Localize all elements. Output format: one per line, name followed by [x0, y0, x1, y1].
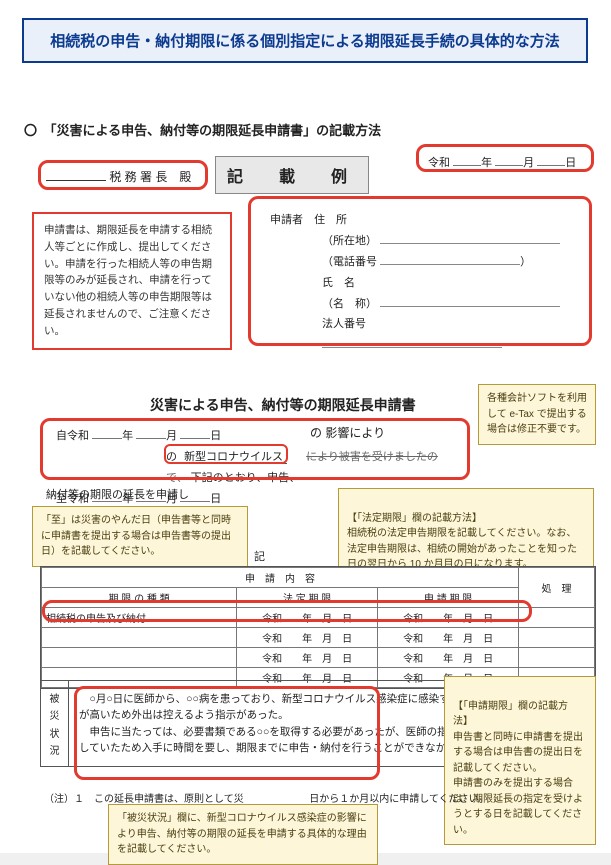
- note-apply: 【「申請期限」欄の記載方法】 申告書と同時に申請書を提出する場合は申告書の提出日…: [444, 676, 596, 845]
- application-table: 申 請 内 容 処 理 期 限 の 種 類 法 定 期 限 申 請 期 限 相続…: [40, 566, 596, 689]
- note-etax-t: 各種会計ソフトを利用して e-Tax で提出する場合は修正不要です。: [487, 393, 587, 435]
- highlight-applicant: [248, 196, 592, 346]
- note-to-t: 「至」は災害のやんだ日（申告書等と同時に申請書を提出する場合は申告書等の提出日）…: [41, 515, 231, 557]
- footnote: （注）１ この延長申請書は、原則として災 xxxxxxxxxxxx 日から１か月…: [44, 790, 489, 805]
- highlight-cause: [164, 444, 288, 464]
- ki-label: 記: [254, 548, 265, 564]
- highlight-row1: [42, 600, 532, 622]
- note-disaster-col: 「被災状況」欄に、新型コロナウイルス感染症の影響により申告、納付等の期限の延長を…: [108, 804, 378, 865]
- note-disaster-t: 「被災状況」欄に、新型コロナウイルス感染症の影響により申告、納付等の期限の延長を…: [117, 813, 367, 855]
- note-apply-t: 【「申請期限」欄の記載方法】 申告書と同時に申請書を提出する場合は申告書の提出日…: [453, 701, 583, 836]
- highlight-taxoffice: [38, 160, 208, 190]
- section-heading: 〇 「災害による申告、納付等の期限延長申請書」の記載方法: [24, 120, 381, 139]
- form-title: 記 載 例: [215, 156, 369, 194]
- form-subtitle: 災害による申告、納付等の期限延長申請書: [150, 395, 416, 415]
- apply-ext-text: 納付等の期限の延長を申請し: [46, 486, 189, 502]
- col-process: 処 理: [519, 568, 595, 608]
- highlight-date: [416, 144, 594, 172]
- tbl-upper: 申 請 内 容: [42, 568, 519, 588]
- note-stat-t: 【「法定期限」欄の記載方法】 相続税の法定申告期限を記載してください。なお、法定…: [347, 513, 577, 571]
- note-to: 「至」は災害のやんだ日（申告書等と同時に申請書を提出する場合は申告書等の提出日）…: [32, 506, 248, 567]
- page-title-banner: 相続税の申告・納付期限に係る個別指定による期限延長手続の具体的な方法: [22, 18, 588, 63]
- note-red-box: 申請書は、期限延長を申請する相続人等ごとに作成し、提出してください。申請を行った…: [32, 212, 232, 350]
- highlight-disaster-body: [74, 686, 380, 780]
- note-red-text: 申請書は、期限延長を申請する相続人等ごとに作成し、提出してください。申請を行った…: [44, 224, 212, 337]
- disaster-side-left: 被 災 状 況: [41, 681, 69, 766]
- note-etax: 各種会計ソフトを利用して e-Tax で提出する場合は修正不要です。: [478, 384, 596, 445]
